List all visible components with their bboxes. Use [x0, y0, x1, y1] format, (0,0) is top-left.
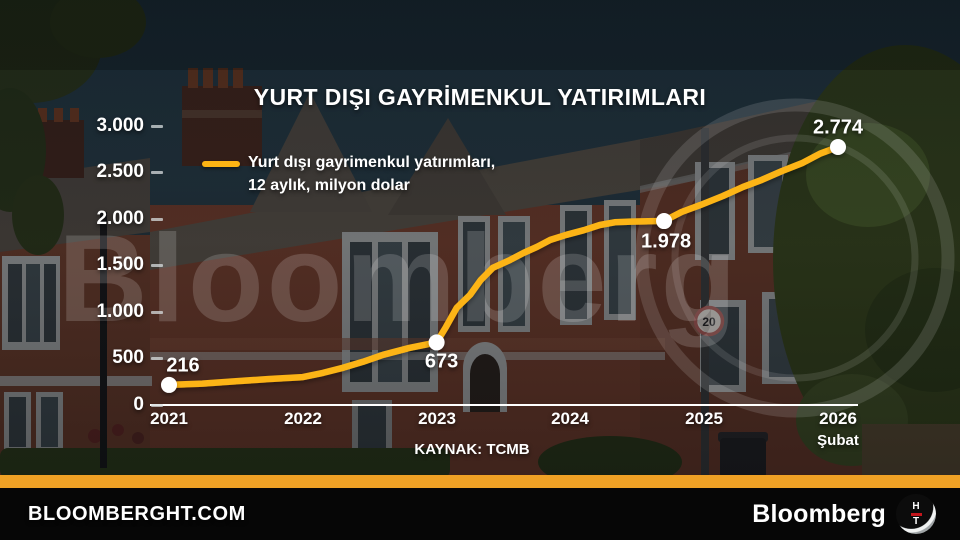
y-tick — [151, 170, 163, 174]
x-axis-label: 2021 — [150, 409, 188, 428]
badge-letter-t: T — [912, 515, 920, 527]
data-label: 2.774 — [812, 116, 864, 139]
y-tick — [151, 217, 163, 221]
badge-letter-h: H — [912, 500, 920, 512]
data-point-markers — [161, 139, 846, 393]
logo-watermark-ring — [635, 98, 955, 418]
x-axis-sublabel: Şubat — [817, 432, 859, 449]
y-tick — [151, 403, 163, 407]
x-axis-label: 2023 — [418, 409, 456, 428]
data-point-dot — [656, 213, 673, 230]
y-axis-label: 2.500 — [55, 161, 163, 183]
y-axis-label: 1.500 — [55, 254, 163, 276]
bloomberg-wordmark: Bloomberg — [752, 499, 886, 528]
x-axis-label: 2026 — [819, 409, 857, 428]
chart-title: YURT DIŞI GAYRİMENKUL YATIRIMLARI — [253, 84, 707, 110]
x-axis-label: 2025 — [685, 409, 723, 428]
data-point-dot — [428, 334, 445, 351]
y-tick — [151, 356, 163, 360]
y-tick — [151, 124, 163, 128]
y-axis-label: 500 — [55, 347, 163, 369]
legend-line-2: 12 aylık, milyon dolar — [248, 177, 410, 194]
data-line — [165, 143, 842, 389]
source-note: KAYNAK: TCMB — [414, 441, 530, 458]
x-axis-label: 2022 — [284, 409, 322, 428]
footer-bar: BLOOMBERGHT.COM Bloomberg H T — [0, 488, 960, 540]
bloomberg-ht-badge-icon: H T — [896, 494, 936, 534]
badge-red-bar — [910, 512, 922, 516]
legend-line-1: Yurt dışı gayrimenkul yatırımları, — [248, 154, 496, 171]
x-axis-label: 2024 — [551, 409, 589, 428]
legend-line-swatch — [202, 161, 240, 167]
website-url: BLOOMBERGHT.COM — [28, 502, 246, 525]
y-tick — [151, 310, 163, 314]
data-label: 673 — [424, 350, 459, 373]
footer-accent-bar — [0, 475, 960, 488]
data-point-dot — [161, 376, 177, 393]
y-axis-label: 3.000 — [55, 115, 163, 137]
data-point-dot — [830, 139, 846, 156]
y-axis-label: 0 — [55, 394, 163, 416]
y-axis-label: 2.000 — [55, 208, 163, 230]
bloomberg-logo: Bloomberg H T — [752, 488, 936, 540]
data-label: 216 — [166, 354, 200, 377]
legend: Yurt dışı gayrimenkul yatırımları, 12 ay… — [248, 151, 495, 197]
y-axis-label: 1.000 — [55, 301, 163, 323]
data-label: 1.978 — [641, 230, 692, 253]
y-tick — [151, 263, 163, 267]
